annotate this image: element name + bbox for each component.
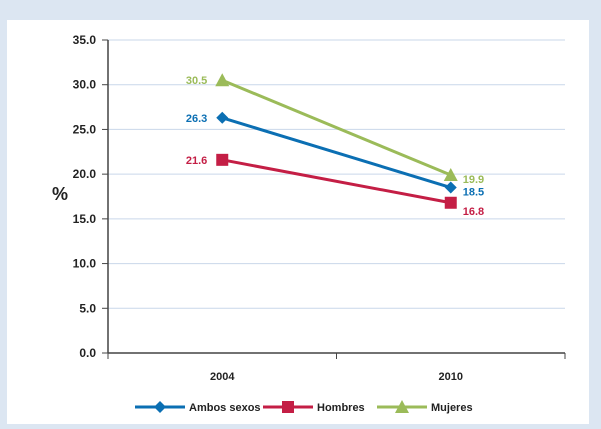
legend-item: Hombres [263, 401, 365, 414]
series-line [221, 158, 452, 205]
x-tick-label: 2010 [439, 371, 463, 383]
data-point [444, 181, 457, 194]
legend: Ambos sexos Hombres Mujeres [135, 400, 473, 414]
legend-marker [395, 400, 409, 413]
series-line [221, 78, 452, 177]
data-point [216, 153, 229, 166]
data-label: 26.3 [186, 113, 207, 125]
legend-label: Ambos sexos [189, 402, 261, 414]
series-group: 26.3 18.5 21.6 16.8 30.5 19.9 [186, 73, 484, 218]
data-point [215, 73, 230, 87]
axes [102, 39, 566, 359]
y-tick-label: 25.0 [73, 122, 97, 136]
x-tick-labels: 2004 2010 [210, 371, 463, 383]
legend-item: Ambos sexos [135, 401, 261, 414]
y-tick-label: 15.0 [73, 212, 97, 226]
data-label: 16.8 [463, 206, 484, 218]
y-tick-label: 20.0 [73, 167, 97, 181]
data-point [444, 196, 457, 209]
series-ambos-sexos: 26.3 18.5 [186, 111, 484, 199]
data-label: 19.9 [463, 174, 484, 186]
data-point [216, 111, 229, 124]
legend-marker [154, 401, 166, 413]
legend-label: Hombres [317, 402, 365, 414]
y-tick-label: 0.0 [79, 346, 96, 360]
legend-label: Mujeres [431, 402, 473, 414]
data-label: 18.5 [463, 187, 484, 199]
data-label: 21.6 [186, 155, 207, 167]
y-tick-label: 5.0 [79, 301, 96, 315]
y-tick-label: 30.0 [73, 78, 97, 92]
y-axis-label: % [52, 184, 68, 204]
series-hombres: 21.6 16.8 [186, 153, 484, 218]
series-mujeres: 30.5 19.9 [186, 73, 484, 186]
data-label: 30.5 [186, 75, 207, 87]
legend-marker [282, 401, 294, 413]
y-tick-label: 35.0 [73, 33, 97, 47]
legend-item: Mujeres [377, 400, 473, 414]
x-tick-label: 2004 [210, 371, 235, 383]
plot-panel [7, 20, 589, 424]
data-point [443, 168, 458, 182]
y-tick-label: 10.0 [73, 257, 97, 271]
series-line [221, 116, 452, 189]
y-tick-labels: 0.0 5.0 10.0 15.0 20.0 25.0 30.0 35.0 [73, 33, 97, 360]
grid-lines [108, 39, 565, 309]
